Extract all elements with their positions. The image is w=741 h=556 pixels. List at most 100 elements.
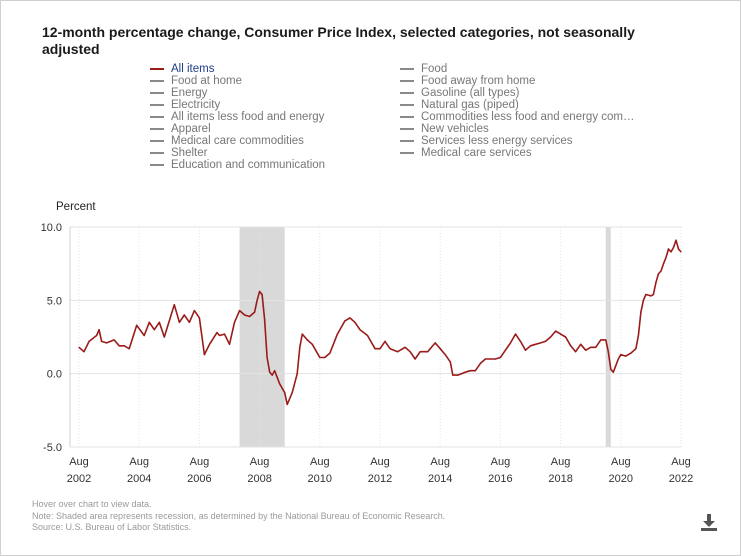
data-point[interactable] [672,246,675,249]
data-point[interactable] [256,299,258,301]
data-point[interactable] [655,282,657,284]
data-point[interactable] [665,257,667,259]
data-point[interactable] [173,304,175,306]
data-point[interactable] [489,358,491,360]
data-point[interactable] [419,351,421,353]
data-point[interactable] [183,314,185,316]
data-point[interactable] [374,348,376,350]
data-point[interactable] [680,251,682,253]
data-point[interactable] [218,334,221,337]
data-point[interactable] [143,334,145,337]
data-point[interactable] [136,324,138,326]
data-point[interactable] [349,317,351,319]
data-point[interactable] [366,334,369,337]
data-point[interactable] [233,321,236,323]
data-point[interactable] [544,340,547,342]
data-point[interactable] [439,348,441,350]
data-point[interactable] [469,370,471,372]
data-point[interactable] [153,329,155,331]
data-point[interactable] [625,355,627,357]
data-point[interactable] [474,370,476,372]
legend-item-commodities-less-food-and-energy-com[interactable]: Commodities less food and energy com… [400,111,635,123]
data-point[interactable] [228,343,231,345]
data-point[interactable] [384,340,386,342]
data-point[interactable] [329,352,331,354]
data-point[interactable] [499,356,501,359]
legend-item-gasoline-all-types[interactable]: Gasoline (all types) [400,87,635,99]
data-point[interactable] [434,342,436,344]
data-point[interactable] [271,374,273,376]
data-point[interactable] [620,354,622,356]
data-point[interactable] [534,343,537,345]
legend-item-food[interactable]: Food [400,63,635,75]
data-point[interactable] [336,333,338,335]
data-point[interactable] [645,293,647,296]
data-point[interactable] [344,320,346,322]
data-point[interactable] [637,334,639,337]
data-point[interactable] [223,333,226,335]
data-point[interactable] [269,371,271,373]
data-point[interactable] [560,333,562,335]
data-point[interactable] [306,339,308,341]
legend-item-medical-care-services[interactable]: Medical care services [400,147,635,159]
data-point[interactable] [670,251,672,253]
data-point[interactable] [208,343,211,345]
data-point[interactable] [667,248,670,250]
data-point[interactable] [610,368,612,370]
series-line-all-items[interactable] [78,239,682,406]
data-point[interactable] [296,373,298,375]
data-point[interactable] [652,293,655,296]
data-point[interactable] [509,342,512,344]
data-point[interactable] [123,345,125,347]
data-point[interactable] [675,239,677,241]
data-point[interactable] [612,371,614,373]
legend-item-all-items-less-food-and-energy[interactable]: All items less food and energy [150,111,325,123]
data-point[interactable] [657,273,660,275]
data-point[interactable] [617,358,619,360]
legend-item-apparel[interactable]: Apparel [150,123,325,135]
data-point[interactable] [286,403,288,406]
data-point[interactable] [248,315,251,318]
data-point[interactable] [662,263,665,265]
data-point[interactable] [650,295,652,297]
data-point[interactable] [414,358,416,360]
data-point[interactable] [570,345,572,347]
data-point[interactable] [261,293,263,296]
data-point[interactable] [549,336,552,338]
data-point[interactable] [396,351,399,353]
data-point[interactable] [178,321,180,323]
legend-item-medical-care-commodities[interactable]: Medical care commodities [150,135,325,147]
data-point[interactable] [274,370,276,372]
data-point[interactable] [585,349,587,351]
data-point[interactable] [514,333,517,335]
data-point[interactable] [595,346,597,348]
data-point[interactable] [409,351,411,353]
data-point[interactable] [299,346,301,348]
data-point[interactable] [319,356,321,359]
legend-item-food-at-home[interactable]: Food at home [150,75,325,87]
data-point[interactable] [291,392,293,394]
data-point[interactable] [575,351,577,353]
data-point[interactable] [279,383,281,385]
data-point[interactable] [590,346,592,348]
data-point[interactable] [301,333,303,335]
data-point[interactable] [148,321,150,323]
data-point[interactable] [600,339,602,341]
data-point[interactable] [359,329,361,331]
data-point[interactable] [78,346,80,348]
data-point[interactable] [660,270,662,272]
legend-item-all-items[interactable]: All items [150,63,325,75]
legend-item-services-less-energy-services[interactable]: Services less energy services [400,135,635,147]
data-point[interactable] [640,311,642,313]
data-point[interactable] [168,320,170,322]
data-point[interactable] [539,342,542,344]
data-point[interactable] [630,352,632,354]
data-point[interactable] [128,348,130,350]
data-point[interactable] [504,349,507,351]
legend-item-education-and-communication[interactable]: Education and communication [150,159,325,171]
data-point[interactable] [449,361,451,363]
data-point[interactable] [243,314,246,316]
data-point[interactable] [106,342,108,344]
data-point[interactable] [457,374,459,376]
